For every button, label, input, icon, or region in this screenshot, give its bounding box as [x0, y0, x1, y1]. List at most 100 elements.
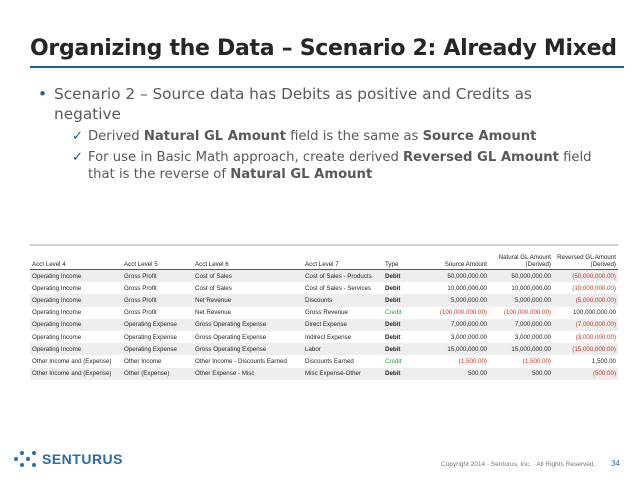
table-cell: Gross Operating Expense: [193, 343, 303, 356]
logo-dots-icon: [12, 448, 38, 470]
table-cell: Debit: [383, 294, 425, 307]
table-cell: (1,500.00): [522, 357, 551, 365]
table-cell: Direct Expense: [303, 318, 383, 331]
table-cell: (10,000,000.00): [572, 284, 616, 292]
table-cell: (1,500.00): [458, 357, 487, 365]
table-cell: 15,000,000.00: [489, 343, 553, 356]
gl-data-table: Acct Level 4 Acct Level 5 Acct Level 6 A…: [30, 246, 618, 380]
table-cell: (50,000,000.00): [553, 269, 618, 283]
table-cell: Other Income and (Expense): [32, 357, 112, 365]
table-cell: Other Income and (Expense): [30, 367, 122, 380]
sub-bullet-bold: Source Amount: [422, 129, 537, 144]
table-cell: Other (Expense): [122, 367, 193, 380]
page-number: 34: [611, 459, 620, 468]
table-cell: 5,000,000.00: [425, 294, 489, 307]
sub-bullet-bold: Natural GL Amount: [143, 129, 286, 144]
table-header-row: Acct Level 4 Acct Level 5 Acct Level 6 A…: [30, 246, 618, 270]
table-cell: 7,000,000.00: [489, 318, 553, 331]
footer: Copyright 2014 · Senturus, Inc. · All Ri…: [441, 459, 620, 468]
table-row: Operating Income Gross Profit Cost of Sale…: [30, 282, 618, 294]
table-row: Operating Income Operating Expense Gross O…: [30, 318, 618, 331]
table-cell: Credit: [385, 309, 402, 317]
sub-bullet-bold: Natural GL Amount: [230, 167, 373, 182]
table-cell: Operating Expense: [122, 343, 193, 356]
table-cell: Discounts Earned: [305, 357, 354, 365]
table-cell: Gross Profit: [124, 284, 157, 292]
sub-bullet-2: ✓ For use in Basic Math approach, create…: [38, 149, 598, 183]
column-header: Acct Level 7: [303, 246, 383, 270]
table-cell: Debit: [383, 343, 425, 356]
column-header: Acct Level 5: [122, 246, 193, 270]
table-cell: Indirect Expense: [305, 333, 352, 341]
table-row: Other Income and (Expense) Other (Expense…: [30, 367, 618, 380]
table-cell: Operating Expense: [124, 333, 177, 341]
table-cell: Operating Income: [30, 318, 122, 331]
column-header: Acct Level 6: [193, 246, 303, 270]
sub-bullet-text: For use in Basic Math approach, create d…: [88, 150, 404, 165]
table-cell: 500.00: [489, 367, 553, 380]
table-cell: 3,000,000.00: [514, 333, 551, 341]
title-divider: [30, 66, 624, 68]
table-cell: 500.00: [425, 367, 489, 380]
table-cell: 50,000,000.00: [489, 269, 553, 283]
table-cell: Gross Profit: [122, 269, 193, 283]
table-cell: Gross Revenue: [305, 309, 348, 317]
table-cell: Gross Operating Expense: [193, 318, 303, 331]
table-row: Operating Income Operating Expense Gross O…: [30, 343, 618, 356]
table-row: Operating Income Gross Profit Net Revenue G…: [30, 307, 618, 319]
table-cell: Operating Income: [32, 333, 82, 341]
table-top-border: [30, 244, 618, 246]
table-cell: Operating Income: [30, 269, 122, 283]
table-cell: (100,000,000.00): [503, 309, 551, 317]
bullet-list: • Scenario 2 – Source data has Debits as…: [38, 84, 598, 183]
senturus-logo: SENTURUS: [12, 448, 123, 470]
table-cell: Debit: [385, 284, 401, 292]
table-cell: Debit: [383, 318, 425, 331]
table-cell: Gross Profit: [122, 294, 193, 307]
table-row: Other Income and (Expense) Other Income Ot…: [30, 355, 618, 367]
sub-bullet-1: ✓ Derived Natural GL Amount field is the…: [38, 128, 598, 145]
column-header: Reversed GL Amount (Derived): [553, 246, 618, 270]
table-cell: Operating Income: [30, 343, 122, 356]
sub-bullet-text: Derived: [88, 129, 144, 144]
table-cell: Cost of Sales: [193, 269, 303, 283]
table-cell: (100,000,000.00): [439, 309, 487, 317]
table-cell: Debit: [385, 333, 401, 341]
table-cell: 50,000,000.00: [425, 269, 489, 283]
checkmark-icon: ✓: [72, 129, 84, 144]
table-cell: (3,000,000.00): [575, 333, 616, 341]
table-cell: 10,000,000.00: [447, 284, 487, 292]
column-header: Acct Level 4: [30, 246, 122, 270]
table-cell: Misc Expense-Other: [303, 367, 383, 380]
table-cell: 10,000,000.00: [511, 284, 551, 292]
table-cell: Other Expense - Misc: [193, 367, 303, 380]
checkmark-icon: ✓: [72, 150, 84, 165]
table-cell: Labor: [303, 343, 383, 356]
table-cell: 100,000,000.00: [572, 309, 616, 317]
column-header: Source Amount: [425, 246, 489, 270]
copyright-text: Copyright 2014 · Senturus, Inc. · All Ri…: [441, 461, 596, 468]
table-cell: Cost of Sales: [195, 284, 232, 292]
table-row: Operating Income Gross Profit Cost of Sale…: [30, 269, 618, 283]
table-cell: (5,000,000.00): [553, 294, 618, 307]
table-cell: Net Revenue: [195, 309, 232, 317]
table-cell: 15,000,000.00: [425, 343, 489, 356]
table-cell: 1,500.00: [591, 357, 616, 365]
column-header: Natural GL Amount (Derived): [489, 246, 553, 270]
table-cell: 3,000,000.00: [450, 333, 487, 341]
table-cell: Gross Profit: [124, 309, 157, 317]
table-cell: Gross Operating Expense: [195, 333, 267, 341]
table-cell: (7,000,000.00): [553, 318, 618, 331]
table-cell: Debit: [383, 367, 425, 380]
bullet-marker: •: [38, 85, 48, 103]
table-cell: 5,000,000.00: [489, 294, 553, 307]
table-cell: Net Revenue: [193, 294, 303, 307]
slide-title: Organizing the Data – Scenario 2: Alread…: [30, 36, 617, 61]
table-cell: Cost of Sales - Products: [303, 269, 383, 283]
table-cell: 7,000,000.00: [425, 318, 489, 331]
table-cell: Operating Income: [32, 284, 82, 292]
table-cell: Operating Expense: [122, 318, 193, 331]
table-cell: (500.00): [553, 367, 618, 380]
table-cell: Other Income - Discounts Earned: [195, 357, 287, 365]
bullet-text: Scenario 2 – Source data has Debits as p…: [54, 85, 532, 123]
